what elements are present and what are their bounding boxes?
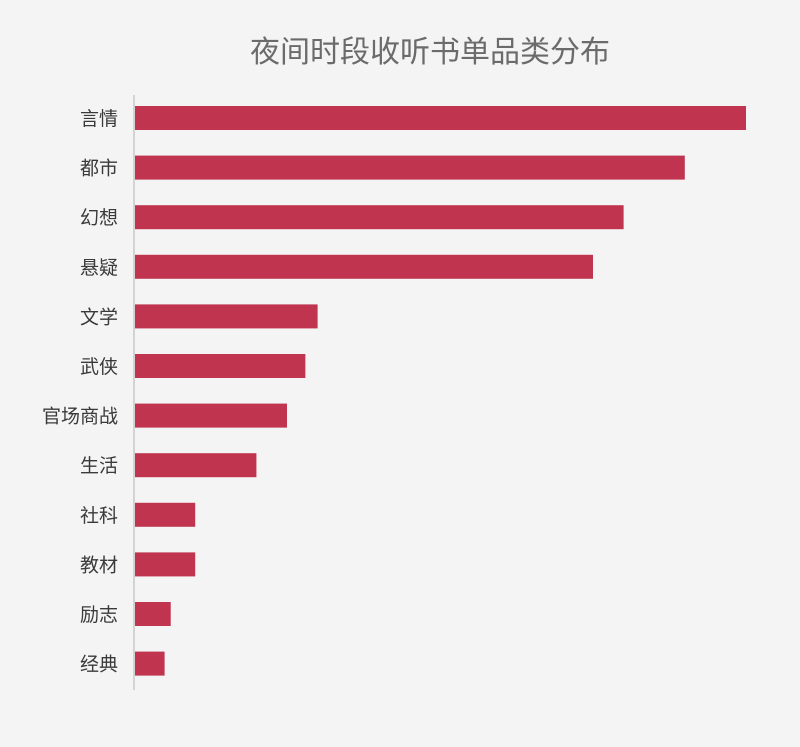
- bar: [135, 552, 196, 577]
- chart-title: 夜间时段收听书单品类分布: [250, 35, 610, 70]
- bar: [135, 453, 257, 478]
- bar: [135, 254, 593, 279]
- bar: [135, 304, 318, 329]
- bar: [135, 354, 306, 378]
- category-label: 经典: [80, 654, 118, 676]
- category-label: 教材: [80, 554, 118, 576]
- bar: [135, 602, 171, 626]
- bar: [135, 205, 624, 230]
- category-label: 幻想: [80, 207, 118, 229]
- category-label: 文学: [80, 306, 118, 328]
- category-label: 生活: [80, 455, 118, 477]
- bar: [135, 651, 165, 676]
- category-label: 都市: [80, 158, 118, 180]
- bar: [135, 403, 287, 428]
- bar: [135, 106, 746, 130]
- category-label: 言情: [80, 108, 118, 130]
- category-label: 社科: [80, 505, 118, 527]
- category-label: 官场商战: [42, 406, 118, 428]
- category-label: 武侠: [80, 356, 118, 378]
- bars-group: [135, 106, 746, 676]
- bar: [135, 155, 685, 180]
- category-label: 悬疑: [80, 257, 118, 279]
- bar: [135, 502, 196, 527]
- category-label: 励志: [80, 604, 118, 626]
